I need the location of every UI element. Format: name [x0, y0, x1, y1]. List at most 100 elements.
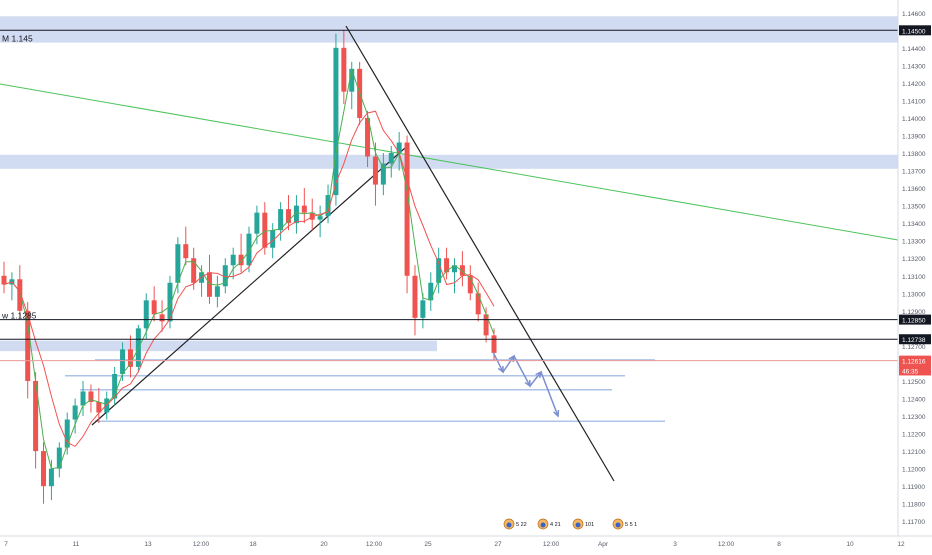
- level-zone: [0, 340, 437, 352]
- price-tick-label: 1.14000: [902, 116, 926, 123]
- support-lines-layer: [65, 359, 665, 423]
- candle-body: [309, 212, 315, 220]
- price-tick-label: 1.12500: [902, 379, 926, 386]
- candle-body: [191, 258, 197, 283]
- candle-body: [222, 265, 228, 287]
- candle-body: [246, 233, 252, 266]
- candle-body: [293, 205, 299, 224]
- level-label: M 1.145: [2, 33, 33, 43]
- candle-body: [365, 117, 371, 157]
- price-tick-label: 1.12000: [902, 467, 926, 474]
- level-zone: [0, 16, 898, 43]
- candle-body: [262, 212, 268, 248]
- candle-body: [33, 380, 39, 452]
- price-tick-label: 1.13900: [902, 134, 926, 141]
- price-tick-label: 1.13400: [902, 221, 926, 228]
- zones-layer: [0, 16, 898, 352]
- candle-body: [167, 282, 173, 322]
- price-axis-bg: [898, 0, 932, 550]
- fast-moving-average: [3, 67, 495, 470]
- time-tick-label: 27: [494, 541, 502, 548]
- candle-body: [491, 335, 497, 353]
- price-tick-label: 1.11700: [902, 519, 925, 526]
- candle-body: [80, 391, 86, 406]
- time-tick-label: 25: [424, 541, 432, 548]
- time-tick-label: 20: [320, 541, 328, 548]
- price-tick-label: 1.12200: [902, 432, 926, 439]
- candle-body: [301, 205, 307, 213]
- time-tick-label: 11: [73, 541, 80, 548]
- candle-body: [467, 275, 473, 294]
- price-tick-label: 1.14200: [902, 81, 926, 88]
- level-label: w 1.1285: [1, 311, 37, 321]
- candle-body: [325, 195, 331, 217]
- candle-body: [451, 265, 457, 273]
- price-badge: [899, 314, 931, 325]
- price-tick-label: 1.12400: [902, 397, 926, 404]
- trendlines-layer: [0, 25, 899, 482]
- candle-body: [428, 282, 434, 301]
- calendar-icon-label: 5 22: [516, 522, 527, 528]
- candle-body: [88, 391, 94, 403]
- price-badge-label: 46:35: [902, 368, 919, 375]
- candle-body: [380, 163, 386, 185]
- level-lines-layer: M 1.145 w 1.1285: [0, 29, 898, 362]
- candle-body: [483, 314, 489, 336]
- falling-trendline: [345, 25, 615, 482]
- price-badge-label: 1.14500: [902, 28, 926, 35]
- projection-arrow-segment: [492, 351, 504, 373]
- candle-body: [436, 258, 442, 283]
- candle-body: [270, 230, 276, 248]
- price-tick-label: 1.13800: [902, 151, 926, 158]
- calendar-icon-label: 4 21: [550, 522, 561, 528]
- candle-body: [396, 142, 402, 154]
- price-badge: [899, 365, 931, 376]
- time-tick-label: 12:00: [193, 541, 210, 548]
- candle-body: [214, 286, 220, 297]
- candle-body: [151, 300, 157, 315]
- time-tick-label: 12: [897, 541, 905, 548]
- candle-body: [17, 279, 23, 311]
- time-tick-label: 13: [144, 541, 152, 548]
- projection-arrow-segment: [540, 371, 559, 417]
- candle-body: [1, 275, 7, 285]
- candle-body: [175, 244, 181, 283]
- price-tick-label: 1.14600: [902, 11, 926, 18]
- candle-body: [404, 142, 410, 276]
- candle-body: [41, 451, 47, 487]
- price-badge: [899, 355, 931, 366]
- price-tick-label: 1.13600: [902, 186, 926, 193]
- time-tick-label: 7: [4, 541, 8, 548]
- price-tick-label: 1.14100: [902, 98, 926, 105]
- calendar-icon-label: 101: [585, 522, 594, 528]
- green-trendline: [0, 83, 899, 241]
- time-tick-label: 3: [673, 541, 677, 548]
- candle-body: [333, 47, 339, 196]
- candle-body: [183, 244, 189, 259]
- candle-body: [388, 153, 394, 164]
- price-tick-label: 1.12300: [902, 414, 926, 421]
- calendar-icon-label: 5 5 1: [625, 522, 637, 528]
- calendar-flag-icon-inner: [506, 522, 512, 528]
- time-axis: 7 11 13 12:00 18 20 12:00 25 27 12:00 Apr 3 12:00 8 10…: [0, 535, 932, 548]
- candle-body: [230, 254, 236, 266]
- price-tick-label: 1.11900: [902, 484, 925, 491]
- calendar-flag-icon-inner: [615, 522, 621, 528]
- candle-body: [278, 209, 284, 231]
- price-tick-label: 1.13300: [902, 239, 926, 246]
- candle-body: [444, 258, 450, 273]
- candle-body: [317, 216, 323, 220]
- candle-body: [48, 468, 54, 487]
- price-axis: 1.14600 1.14400 1.14300 1.14200 1.14100 1.140…: [897, 0, 932, 550]
- price-tick-label: 1.13200: [902, 256, 926, 263]
- price-tick-label: 1.12900: [902, 309, 926, 316]
- time-tick-label: 12:00: [366, 541, 383, 548]
- price-badge-label: 1.12850: [902, 318, 926, 325]
- candle-body: [127, 349, 133, 367]
- time-tick-label: 18: [249, 541, 257, 548]
- candle-body: [143, 300, 149, 329]
- candle-body: [254, 212, 260, 234]
- candle-body: [64, 419, 70, 448]
